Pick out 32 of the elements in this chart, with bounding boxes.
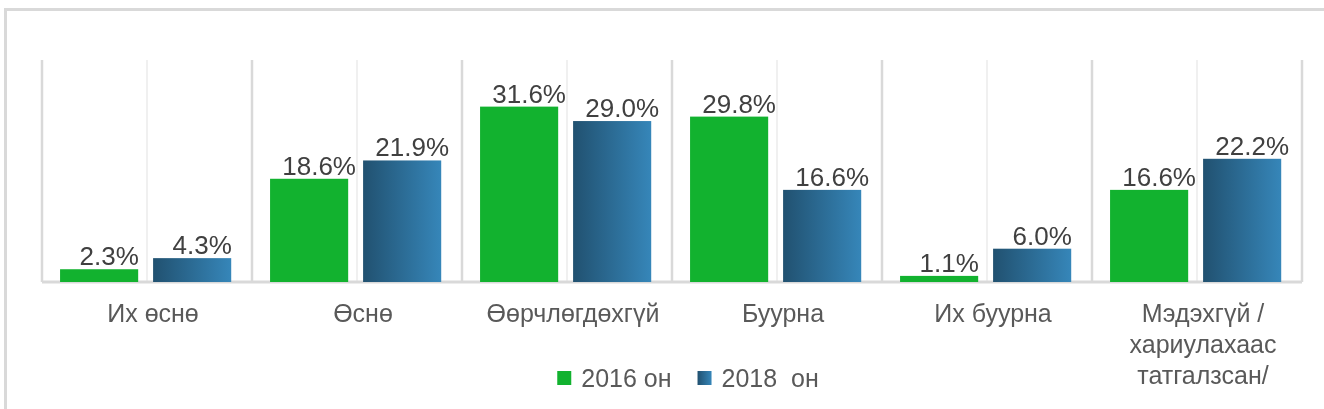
data-label: 16.6% [795, 161, 870, 192]
x-tick-label: Их буурна [934, 299, 1052, 327]
bar [573, 121, 652, 282]
x-tick-label: Өөрчлөгдөхгүй [486, 299, 660, 327]
bar [690, 116, 769, 282]
x-tick-label: Буурна [741, 299, 825, 327]
data-label: 2.3% [79, 241, 139, 272]
x-tick-label: Их өснө [107, 299, 199, 327]
legend-label: 2018 он [721, 364, 819, 392]
bar [1110, 189, 1189, 282]
data-label: 6.0% [1012, 220, 1072, 251]
data-label: 16.6% [1122, 161, 1196, 192]
data-label: 18.6% [282, 150, 356, 181]
data-label: 21.9% [375, 132, 450, 163]
bar [900, 275, 979, 282]
bar [363, 160, 442, 282]
bar [270, 178, 349, 282]
x-tick-label: Мэдэхгүй / хариулахаас татгалзсан/ [1129, 299, 1277, 389]
x-tick-label: Өснө [333, 299, 393, 327]
legend-label: 2016 он [581, 364, 672, 392]
data-label: 1.1% [919, 247, 979, 278]
bar [1203, 158, 1282, 282]
data-label: 29.0% [585, 93, 660, 124]
data-label: 29.8% [702, 88, 776, 119]
data-label: 4.3% [172, 230, 232, 261]
bar [783, 189, 862, 282]
bar [60, 269, 139, 282]
bar [153, 258, 232, 282]
data-label: 22.2% [1215, 130, 1290, 161]
bar [480, 106, 559, 282]
data-label: 31.6% [492, 78, 566, 109]
bar [993, 248, 1072, 282]
